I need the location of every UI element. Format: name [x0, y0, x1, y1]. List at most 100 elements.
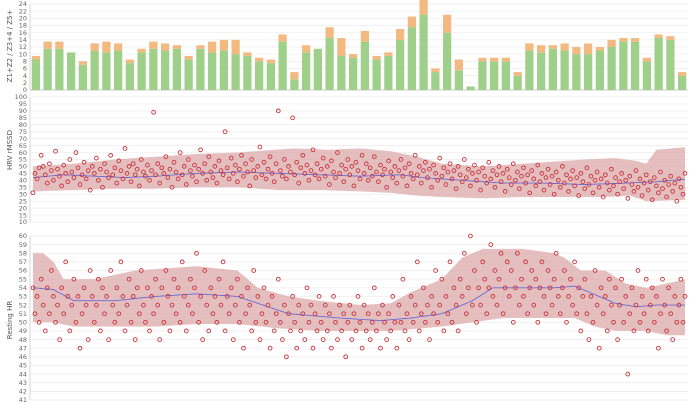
hrv-point	[85, 168, 91, 173]
zone-bar-z34	[266, 59, 275, 64]
resting-hr-point	[594, 302, 600, 308]
resting-hr-point	[53, 319, 58, 325]
hrv-point	[562, 180, 567, 186]
zones-tick-label: 20	[19, 15, 27, 23]
resting-hr-point	[680, 319, 686, 325]
resting-hr-point	[367, 337, 373, 342]
hrv-point	[333, 175, 338, 180]
zone-bar-z34	[384, 52, 393, 56]
hrv-point	[390, 175, 396, 180]
zone-bar-z34	[90, 43, 99, 51]
hrv-point	[619, 171, 624, 176]
zone-bar-z12	[537, 52, 546, 90]
zone-bar-z34	[125, 59, 134, 64]
hrv-point	[515, 169, 520, 175]
resting-hr-point	[49, 268, 54, 273]
hrv-point	[474, 177, 479, 183]
hrv-point	[347, 172, 353, 178]
resting-hr-point	[363, 328, 369, 334]
zone-bar-z34	[490, 57, 499, 62]
resting-hr-point	[249, 328, 255, 334]
hrv-tick-label: 75	[19, 128, 27, 136]
resting-hr-point	[282, 302, 287, 308]
hrv-point	[292, 172, 297, 178]
resting-hr-point	[47, 311, 52, 317]
hrv-point	[570, 168, 575, 173]
hrv-point	[320, 155, 326, 161]
hrv-point	[586, 182, 592, 187]
zone-bar-z34	[337, 38, 346, 56]
zone-bar-z12	[102, 52, 111, 90]
hrv-point	[51, 177, 56, 183]
resting-hr-point	[359, 345, 365, 351]
zone-bar-z34	[325, 27, 334, 39]
resting-hr-point	[106, 337, 111, 342]
hrv-point	[545, 166, 551, 172]
zone-bar-z12	[243, 55, 252, 90]
resting-hr-point	[500, 311, 506, 317]
resting-hr-point	[445, 311, 451, 317]
hrv-point	[517, 186, 522, 192]
zone-bar-z12	[184, 59, 193, 90]
hrv-point	[165, 175, 171, 180]
hrv-point	[87, 187, 93, 193]
zone-bar-z34	[631, 38, 640, 42]
zones-tick-label: 12	[19, 43, 27, 51]
resting-hr-point	[515, 250, 520, 256]
hrv-point	[576, 193, 582, 198]
hrv-point	[265, 166, 271, 172]
resting-hr-point	[502, 285, 508, 291]
hrv-point	[578, 171, 584, 176]
resting-hr-point	[555, 294, 561, 299]
resting-hr-point	[230, 337, 236, 342]
hrv-point	[455, 164, 461, 169]
zone-bar-z12	[208, 52, 217, 90]
hrv-tick-label: 80	[19, 121, 27, 129]
hrv-point	[676, 176, 682, 182]
resting-hr-point	[535, 319, 541, 325]
hrv-ylabel: HRV rMSSD	[6, 130, 14, 170]
hrv-point	[284, 176, 289, 182]
hrv-point	[510, 161, 516, 167]
hrv-point	[468, 183, 473, 189]
hrv-point	[580, 179, 586, 185]
hrv-point	[674, 198, 680, 204]
hrv-point	[91, 171, 97, 176]
hrv-point	[73, 150, 79, 155]
zones-tick-label: 4	[23, 72, 27, 80]
resting-hr-point	[61, 311, 67, 317]
zone-bar-z12	[337, 55, 346, 90]
hrv-point	[30, 190, 36, 196]
hrv-point	[631, 189, 637, 194]
resting-hr-point	[57, 337, 62, 342]
hrv-point	[543, 175, 549, 180]
zone-bar-z34	[161, 43, 170, 51]
resting-hr-point	[441, 328, 447, 334]
zone-bar-z12	[55, 48, 64, 90]
zone-bar-z34	[372, 55, 381, 60]
resting-hr-point	[584, 311, 590, 317]
zone-bar-z12	[290, 79, 299, 90]
zone-bar-z34	[114, 43, 123, 51]
resting-hr-point	[312, 311, 318, 317]
hrv-point	[228, 155, 234, 161]
hrv-point	[459, 179, 465, 185]
resting-hr-point	[190, 311, 195, 317]
hrv-point	[143, 173, 148, 179]
resting-hr-point	[429, 294, 434, 299]
zone-bar-z12	[114, 50, 123, 90]
resting-hr-point	[643, 276, 649, 282]
resting-hr-point	[560, 285, 565, 291]
hrv-point	[359, 152, 365, 158]
zone-bar-z12	[525, 50, 534, 90]
resting-hr-point	[267, 345, 273, 351]
resting-hr-point	[120, 294, 126, 299]
resting-hr-point	[220, 259, 226, 265]
resting-hr-point	[668, 311, 674, 317]
hrv-point	[423, 159, 428, 165]
resting-hr-point	[410, 319, 416, 325]
hrv-point	[382, 166, 387, 172]
resting-hr-point	[100, 285, 105, 291]
hrv-point	[169, 184, 175, 190]
hrv-point	[190, 173, 195, 179]
